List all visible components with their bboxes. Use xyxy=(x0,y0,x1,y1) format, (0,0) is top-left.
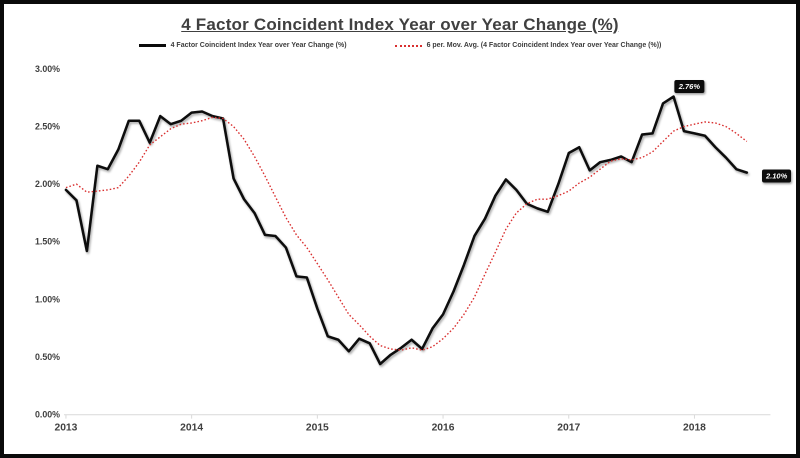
svg-text:1.00%: 1.00% xyxy=(35,294,60,304)
svg-text:0.50%: 0.50% xyxy=(35,352,60,362)
svg-text:1.50%: 1.50% xyxy=(35,237,60,247)
dotted-line-swatch-icon xyxy=(394,44,422,47)
data-label-peak: 2.76% xyxy=(674,80,704,94)
svg-text:3.00%: 3.00% xyxy=(35,64,60,74)
legend-item-main-series: 4 Factor Coincident Index Year over Year… xyxy=(138,42,347,49)
chart-plot-area: 3.00% 2.50% 2.00% 1.50% 1.00% 0.50% 0.00% 2013 2… xyxy=(35,64,771,433)
chart-title: 4 Factor Coincident Index Year over Year… xyxy=(181,15,619,34)
svg-text:2016: 2016 xyxy=(432,422,455,433)
legend-label-main-series: 4 Factor Coincident Index Year over Year… xyxy=(170,42,347,49)
svg-text:2018: 2018 xyxy=(683,422,706,433)
legend-item-moving-average: 6 per. Mov. Avg. (4 Factor Coincident In… xyxy=(394,42,662,49)
svg-text:0.00%: 0.00% xyxy=(35,410,60,420)
svg-text:2.50%: 2.50% xyxy=(35,121,60,131)
svg-text:2017: 2017 xyxy=(557,422,580,433)
data-label-latest: 2.10% xyxy=(762,169,792,183)
svg-text:2014: 2014 xyxy=(180,422,203,433)
legend: 4 Factor Coincident Index Year over Year… xyxy=(4,42,796,49)
svg-text:2013: 2013 xyxy=(54,422,77,433)
legend-label-moving-average: 6 per. Mov. Avg. (4 Factor Coincident In… xyxy=(426,42,662,49)
svg-text:2.00%: 2.00% xyxy=(35,179,60,189)
solid-line-swatch-icon xyxy=(138,44,166,47)
svg-text:2015: 2015 xyxy=(306,422,329,433)
